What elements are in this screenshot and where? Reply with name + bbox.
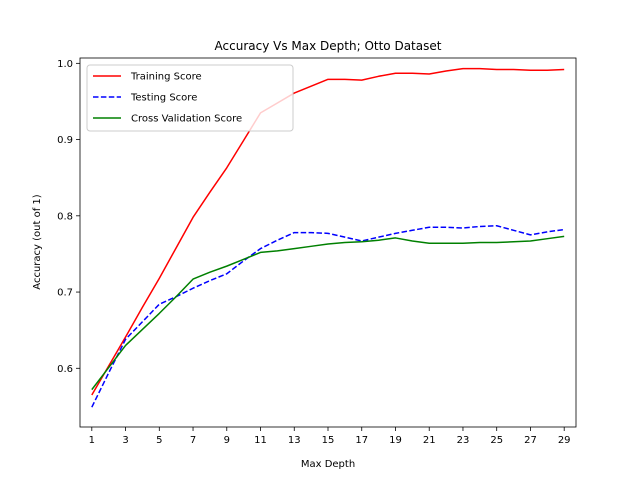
x-axis-title: Max Depth [301,459,355,470]
y-tick-label: 0.7 [57,288,73,299]
x-tick-label: 19 [389,435,402,446]
x-tick-label: 9 [224,435,230,446]
x-tick-label: 21 [423,435,436,446]
x-tick-label: 13 [288,435,301,446]
x-tick-label: 23 [457,435,470,446]
series-line-3 [91,235,565,391]
y-tick-label: 1.0 [57,59,73,70]
axes-layer: 1 3 5 7 9 11 13 15 17 19 21 23 25 27 290.60.70.80.91.0 [57,57,577,446]
y-tick-label: 0.9 [57,135,73,146]
x-tick-label: 17 [355,435,368,446]
legend-box [86,64,294,132]
legend-label-3: Cross Validation Score [131,114,242,125]
series-layer [91,67,565,408]
x-tick-label: 25 [490,435,503,446]
x-tick-label: 1 [89,435,95,446]
x-tick-label: 15 [322,435,335,446]
chart-title: Accuracy Vs Max Depth; Otto Dataset [215,39,442,53]
series-line-2 [91,224,565,408]
legend-label-2: Testing Score [130,93,197,104]
x-tick-label: 5 [156,435,162,446]
y-axis-title: Accuracy (out of 1) [32,194,43,289]
legend: Training Score Testing Score Cross Validat… [86,64,294,132]
x-tick-label: 3 [122,435,128,446]
y-tick-label: 0.6 [57,364,73,375]
x-tick-label: 29 [558,435,571,446]
series-line-1 [91,67,565,396]
x-tick-label: 11 [254,435,267,446]
y-tick-label: 0.8 [57,211,73,222]
x-tick-label: 7 [190,435,196,446]
legend-label-1: Training Score [130,72,202,83]
x-tick-label: 27 [524,435,537,446]
